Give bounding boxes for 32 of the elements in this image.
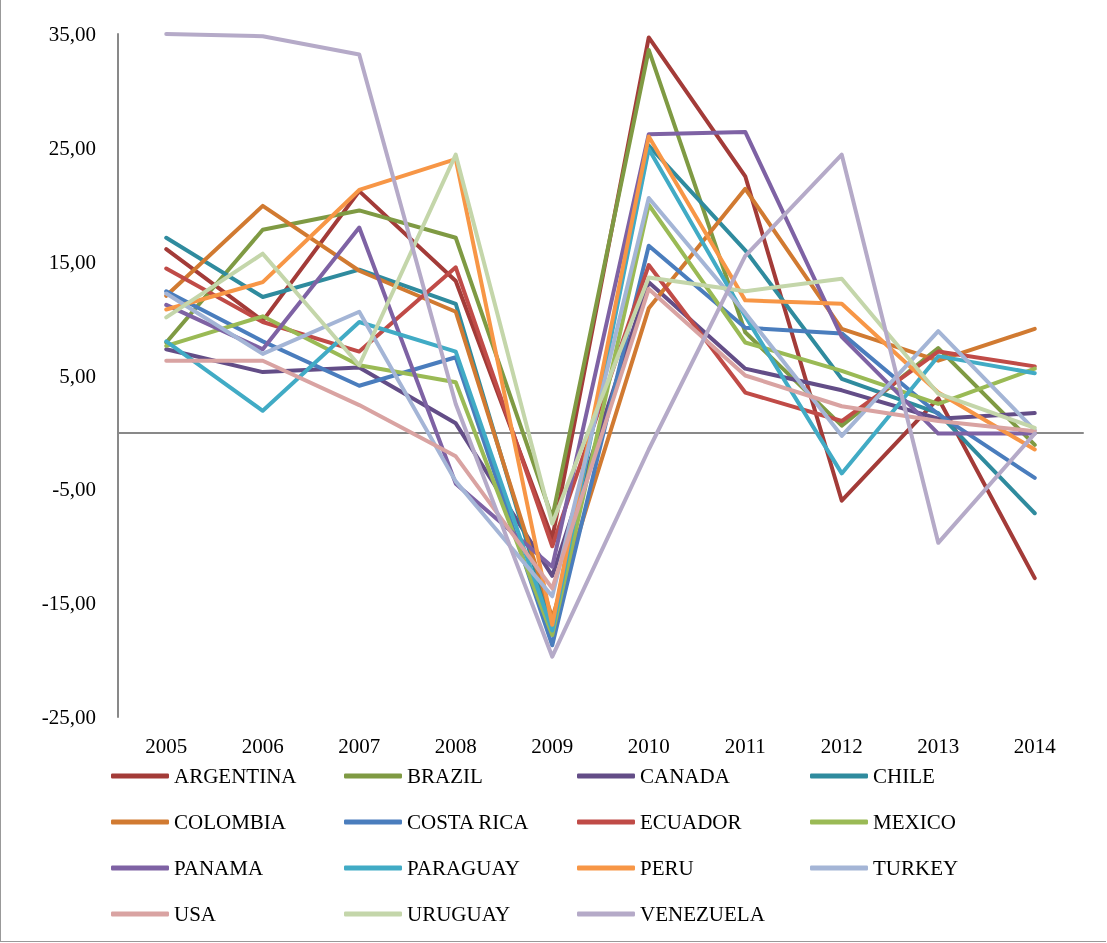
y-tick-label: 5,00 bbox=[59, 363, 96, 388]
legend-label: MEXICO bbox=[873, 810, 956, 834]
x-tick-label: 2006 bbox=[241, 733, 284, 758]
y-tick-label: 15,00 bbox=[48, 249, 96, 274]
legend-label: ARGENTINA bbox=[174, 764, 298, 788]
y-tick-label: 25,00 bbox=[48, 135, 96, 160]
legend-label: CANADA bbox=[640, 764, 731, 788]
y-tick-label: 35,00 bbox=[48, 22, 96, 46]
legend-label: COSTA RICA bbox=[407, 810, 530, 834]
legend-label: COLOMBIA bbox=[174, 810, 287, 834]
legend-label: USA bbox=[174, 902, 217, 926]
legend-label: TURKEY bbox=[873, 856, 959, 880]
x-tick-label: 2008 bbox=[434, 733, 477, 758]
x-tick-label: 2009 bbox=[531, 733, 574, 758]
legend-label: URUGUAY bbox=[407, 902, 511, 926]
x-tick-label: 2014 bbox=[1013, 733, 1057, 758]
x-tick-label: 2010 bbox=[627, 733, 670, 758]
legend-label: ECUADOR bbox=[640, 810, 742, 834]
x-tick-label: 2012 bbox=[820, 733, 863, 758]
y-tick-label: -25,00 bbox=[41, 705, 96, 729]
legend-label: VENEZUELA bbox=[640, 902, 766, 926]
legend-label: PANAMA bbox=[174, 856, 264, 880]
legend-label: BRAZIL bbox=[407, 764, 483, 788]
legend-label: PERU bbox=[640, 856, 694, 880]
x-tick-label: 2013 bbox=[917, 733, 960, 758]
x-tick-label: 2007 bbox=[338, 733, 381, 758]
y-tick-label: -5,00 bbox=[52, 477, 96, 502]
y-tick-label: -15,00 bbox=[41, 591, 96, 616]
x-tick-label: 2011 bbox=[724, 733, 766, 758]
x-tick-label: 2005 bbox=[145, 733, 188, 758]
legend-label: PARAGUAY bbox=[407, 856, 520, 880]
legend-label: CHILE bbox=[873, 764, 935, 788]
